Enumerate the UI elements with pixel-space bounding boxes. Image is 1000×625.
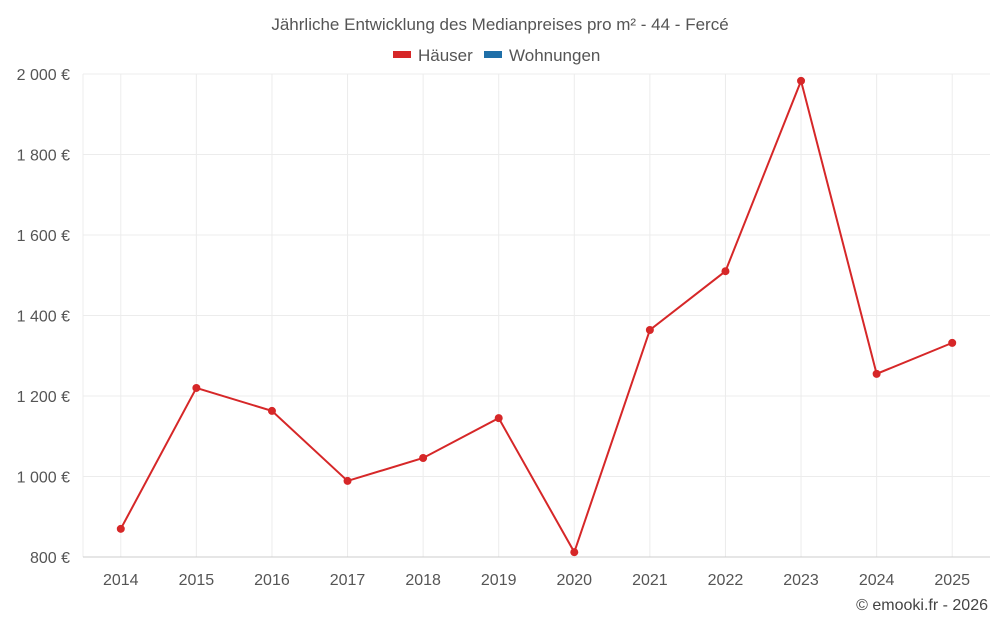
data-point xyxy=(267,406,276,415)
y-tick-label: 1 800 € xyxy=(17,148,70,165)
data-point xyxy=(948,338,957,347)
x-tick-label: 2017 xyxy=(330,572,366,589)
x-tick-label: 2019 xyxy=(481,572,517,589)
y-tick-label: 1 400 € xyxy=(17,309,70,326)
x-tick-label: 2018 xyxy=(405,572,441,589)
chart-title: Jährliche Entwicklung des Medianpreises … xyxy=(271,15,728,34)
x-tick-label: 2014 xyxy=(103,572,139,589)
data-point xyxy=(116,524,125,533)
series-line-0 xyxy=(119,77,953,555)
data-point xyxy=(343,476,352,485)
x-tick-label: 2025 xyxy=(934,572,970,589)
data-point xyxy=(419,453,428,462)
legend-label-apartments[interactable]: Wohnungen xyxy=(509,46,600,65)
x-tick-label: 2023 xyxy=(783,572,819,589)
data-point xyxy=(570,548,579,557)
y-tick-label: 2 000 € xyxy=(17,67,70,84)
legend: Häuser Wohnungen xyxy=(393,46,600,65)
credit: © emooki.fr - 2026 xyxy=(856,597,988,614)
data-point xyxy=(645,325,654,334)
x-tick-label: 2016 xyxy=(254,572,290,589)
y-tick-label: 1 000 € xyxy=(17,470,70,487)
y-tick-label: 1 200 € xyxy=(17,389,70,406)
legend-swatch-apartments xyxy=(484,51,502,58)
y-tick-label: 800 € xyxy=(30,550,70,567)
data-point xyxy=(872,369,881,378)
y-tick-label: 1 600 € xyxy=(17,228,70,245)
data-point xyxy=(494,414,503,423)
data-point xyxy=(192,383,201,392)
x-tick-label: 2024 xyxy=(859,572,895,589)
legend-label-houses[interactable]: Häuser xyxy=(418,46,473,65)
data-point xyxy=(797,76,806,85)
x-tick-label: 2021 xyxy=(632,572,668,589)
x-tick-label: 2022 xyxy=(708,572,744,589)
x-tick-label: 2015 xyxy=(179,572,215,589)
x-tick-label: 2020 xyxy=(556,572,592,589)
legend-swatch-houses xyxy=(393,51,411,58)
data-point xyxy=(721,267,730,276)
